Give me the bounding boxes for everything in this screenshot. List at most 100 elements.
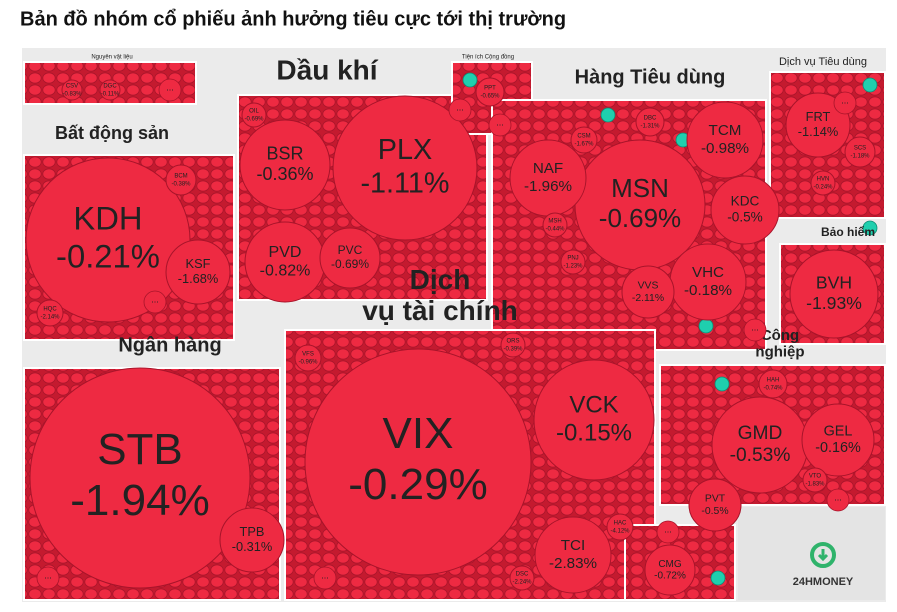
stock-name: PNJ [567,256,578,262]
stock-change: -2.83% [549,555,597,572]
sector-title: Ngân hàng [118,334,221,356]
sector-title: Bất động sản [55,123,169,143]
logo: 24HMONEY [793,576,854,588]
more-label: ... [751,322,759,332]
stock-name: CSM [577,134,590,140]
stock-change: -1.96% [524,178,572,195]
stock-change: -0.36% [256,164,313,184]
stock-cell [304,348,532,576]
stock-cell [332,95,478,241]
stock-name: MSN [611,173,669,203]
stock-cell [810,170,836,196]
stock-change: -0.44% [545,227,565,233]
stock-cell [542,212,568,238]
stock-change: -0.38% [171,182,191,188]
highlight-cell [714,376,730,392]
stock-change: -0.15% [556,419,632,446]
stock-cell [239,119,331,211]
sector-title: Công nghiệp [755,327,804,361]
logo-icon [810,542,836,568]
stock-name: VHC [692,264,724,281]
stock-cell [61,79,83,101]
stock-change: -1.18% [850,154,870,160]
stock-cell [844,136,876,168]
sector-title-line: vụ tài chính [362,295,518,326]
stock-name: NAF [533,160,563,177]
stock-cell [758,369,788,399]
stock-cell [36,299,64,327]
stock-name: DGC [103,84,117,90]
stock-name: HAH [767,378,780,384]
stock-name: STB [97,425,183,474]
stock-change: -0.98% [701,140,749,157]
stock-cell [621,265,675,319]
more-label: ... [834,492,842,502]
stock-name: TCI [561,537,585,554]
more-label: ... [496,117,504,127]
sector-title: Hàng Tiêu dùng [575,66,726,88]
stock-change: -0.69% [244,117,264,123]
stock-name: PPT [484,86,496,92]
sector-title-line: nghiệp [755,343,804,360]
more-cell [448,98,472,122]
stock-change: -0.72% [654,570,686,581]
stock-cell [686,101,764,179]
stock-name: VTO [809,474,822,480]
stock-cell [789,249,879,339]
highlight-cell [462,72,478,88]
stock-cell [560,249,586,275]
stock-cell [688,478,742,532]
stock-change: -0.69% [599,203,681,233]
sector-title: Dầu khí [276,54,378,85]
stock-name: HQC [43,307,57,313]
stock-cell [241,102,267,128]
stock-name: HAC [614,521,627,527]
stock-change: -0.5% [701,506,728,517]
stock-cell [635,107,665,137]
stock-change: -1.68% [178,271,219,286]
stock-change: -2.14% [40,315,60,321]
stock-name: CMG [658,559,682,570]
more-label: ... [664,524,672,534]
sector-title: Tiện ích Cộng đồng [462,55,514,61]
stock-cell [500,332,526,358]
stock-name: PVD [269,244,302,261]
stock-name: PVC [338,243,363,257]
stock-cell [165,164,197,196]
stock-name: VIX [383,409,454,458]
highlight-cell [862,220,878,236]
chart-title: Bản đồ nhóm cổ phiếu ảnh hưởng tiêu cực … [20,8,566,30]
stock-change: -1.94% [70,476,209,525]
more-cell [488,113,512,137]
stock-cell [534,516,612,594]
stock-name: KSF [186,256,211,271]
stock-cell [99,79,121,101]
stock-change: -0.16% [815,440,861,456]
sector-title: Bảo hiểm [821,225,875,239]
stock-name: PVT [705,494,726,505]
stock-cell [294,344,322,372]
stock-change: -1.14% [798,124,839,139]
more-cell [158,78,182,102]
more-cell [313,566,337,590]
stock-change: -4.12% [610,529,630,535]
stock-cell [802,467,828,493]
stock-cell [219,507,285,573]
more-cell [743,318,767,342]
stock-change: -0.65% [480,94,500,100]
stock-name: VFS [302,352,314,358]
stock-name: SCS [854,146,866,152]
more-label: ... [841,95,849,105]
stock-name: FRT [806,109,831,124]
sector-title-line: Dịch [410,264,471,295]
stock-change: -2.11% [632,293,664,304]
sector-title: Dịch vụ tài chính [362,264,518,326]
stock-change: -0.82% [260,262,311,279]
stock-change: -0.21% [56,238,160,275]
stock-change: -0.24% [813,185,833,191]
highlight-cell [698,318,714,334]
sector-title: Nguyên vật liệu [91,55,132,61]
more-label: ... [44,570,52,580]
stock-name: OIL [249,109,259,115]
